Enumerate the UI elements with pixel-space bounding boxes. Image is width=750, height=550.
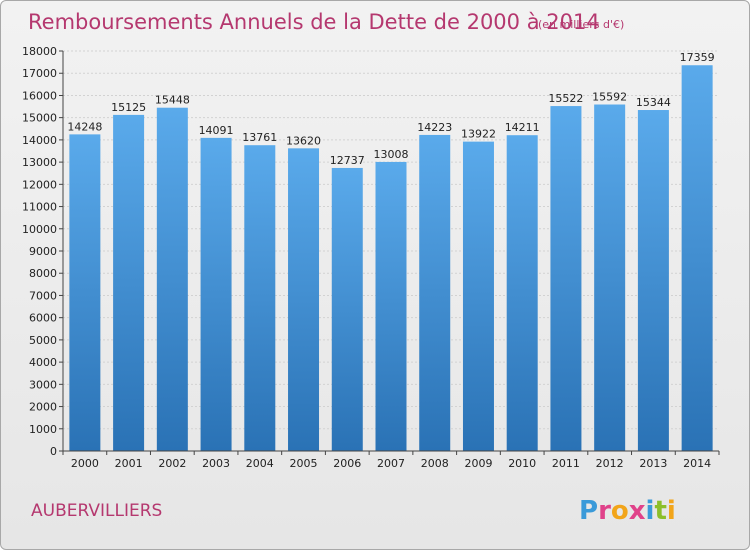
value-label-2013: 15344 <box>636 96 671 109</box>
y-tick-label: 0 <box>50 445 57 458</box>
bar-2006 <box>331 167 363 451</box>
bar-2003 <box>200 137 232 451</box>
y-tick-label: 11000 <box>22 201 57 214</box>
value-label-2009: 13922 <box>461 128 496 141</box>
value-label-2008: 14223 <box>417 121 452 134</box>
x-axis-ticks: 2000 2001 2002 2003 2004 2005 2006 2007 2008 2009… <box>62 451 720 470</box>
axes <box>62 51 719 452</box>
value-label-2001: 15125 <box>111 101 146 114</box>
bar-2010 <box>506 135 538 451</box>
x-tick-label-2005: 2005 <box>290 457 318 470</box>
x-tick-label-2014: 2014 <box>683 457 711 470</box>
city-name: AUBERVILLIERS <box>31 501 162 521</box>
x-tick-label-2001: 2001 <box>115 457 143 470</box>
logo-letter: i <box>667 496 676 526</box>
x-tick-label-2010: 2010 <box>508 457 536 470</box>
y-tick-label: 4000 <box>29 356 57 369</box>
value-label-2010: 14211 <box>505 121 540 134</box>
logo-letter: P <box>579 496 598 526</box>
value-label-2007: 13008 <box>374 148 409 161</box>
bar-2007 <box>375 161 407 451</box>
value-label-2000: 14248 <box>67 120 102 133</box>
value-label-2005: 13620 <box>286 134 321 147</box>
y-tick-label: 14000 <box>22 134 57 147</box>
value-label-2011: 15522 <box>548 92 583 105</box>
x-tick-label-2002: 2002 <box>158 457 186 470</box>
bar-2002 <box>156 107 188 451</box>
value-label-2004: 13761 <box>242 131 277 144</box>
x-tick-label-2008: 2008 <box>421 457 449 470</box>
x-tick-label-2011: 2011 <box>552 457 580 470</box>
logo-letter: r <box>598 496 611 526</box>
bar-2004 <box>244 145 276 451</box>
bar-2011 <box>550 106 582 452</box>
y-tick-label: 1000 <box>29 423 57 436</box>
bar-2008 <box>419 134 451 451</box>
value-label-2003: 14091 <box>199 124 234 137</box>
logo-letter: x <box>629 496 646 526</box>
value-labels: 14248 15125 15448 14091 13761 13620 12737 13008… <box>67 51 714 167</box>
y-tick-label: 5000 <box>29 334 57 347</box>
bar-2005 <box>288 148 320 452</box>
value-label-2006: 12737 <box>330 154 365 167</box>
x-tick-label-2000: 2000 <box>71 457 99 470</box>
logo-letter: i <box>646 496 655 526</box>
x-tick-label-2007: 2007 <box>377 457 405 470</box>
x-tick-label-2004: 2004 <box>246 457 274 470</box>
y-tick-label: 15000 <box>22 112 57 125</box>
x-tick-label-2009: 2009 <box>464 457 492 470</box>
y-tick-label: 8000 <box>29 267 57 280</box>
value-label-2012: 15592 <box>592 91 627 104</box>
bar-2014 <box>681 65 713 451</box>
y-tick-label: 9000 <box>29 245 57 258</box>
y-tick-label: 10000 <box>22 223 57 236</box>
bar-2001 <box>113 114 145 451</box>
bar-2009 <box>462 141 494 451</box>
logo-letter: o <box>611 496 629 526</box>
value-label-2014: 17359 <box>680 51 715 64</box>
y-axis-ticks: 0 1000 2000 3000 4000 5000 6000 7000 8000 9000 100… <box>22 45 63 458</box>
x-tick-label-2003: 2003 <box>202 457 230 470</box>
bar-2012 <box>594 104 626 451</box>
bars <box>69 65 713 452</box>
y-tick-label: 17000 <box>22 67 57 80</box>
proxiti-logo: Proxiti <box>579 496 676 526</box>
bar-2013 <box>637 110 669 452</box>
y-tick-label: 12000 <box>22 178 57 191</box>
y-tick-label: 3000 <box>29 378 57 391</box>
x-tick-label-2012: 2012 <box>596 457 624 470</box>
value-label-2002: 15448 <box>155 94 190 107</box>
chart-title: Remboursements Annuels de la Dette de 20… <box>28 10 600 34</box>
x-tick-label-2013: 2013 <box>639 457 667 470</box>
y-tick-label: 2000 <box>29 401 57 414</box>
y-tick-label: 6000 <box>29 312 57 325</box>
y-tick-label: 7000 <box>29 289 57 302</box>
y-tick-label: 16000 <box>22 89 57 102</box>
y-tick-label: 18000 <box>22 45 57 58</box>
x-tick-label-2006: 2006 <box>333 457 361 470</box>
chart-unit-note: (en milliers d'€) <box>538 18 624 31</box>
bar-2000 <box>69 134 101 451</box>
logo-letter: t <box>654 496 666 526</box>
y-tick-label: 13000 <box>22 156 57 169</box>
